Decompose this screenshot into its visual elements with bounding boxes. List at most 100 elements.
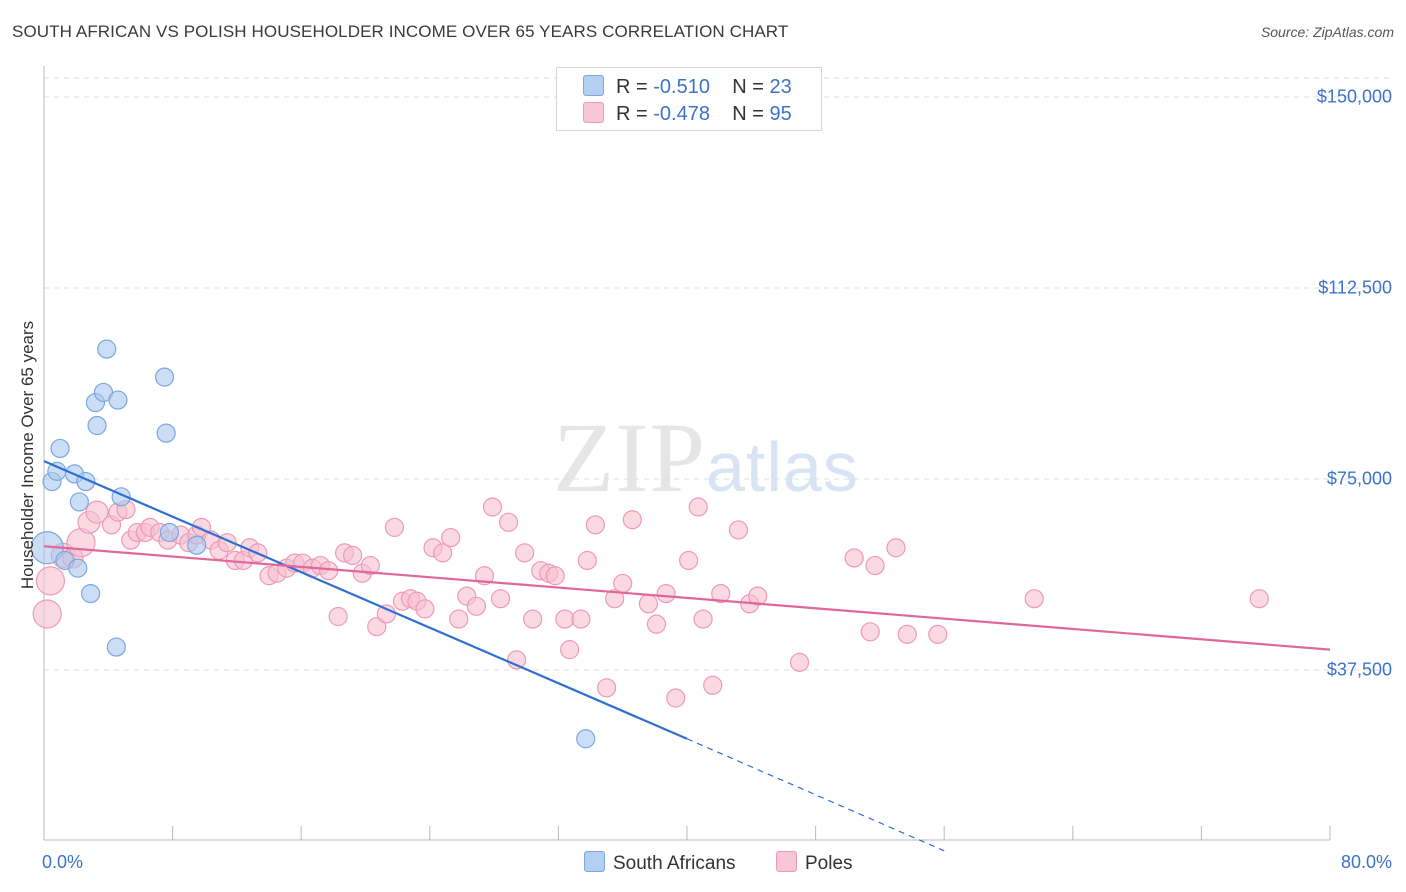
poles-points [32, 497, 1269, 708]
poles-point [545, 566, 565, 586]
poles-point [865, 555, 885, 576]
source-label: Source: ZipAtlas.com [1260, 24, 1394, 40]
watermark: ZIPatlas [553, 400, 859, 515]
poles-point [646, 614, 667, 634]
poles-point [679, 550, 699, 571]
x-tick-min: 0.0% [42, 852, 84, 872]
poles-point [515, 543, 535, 563]
pink-swatch-icon [583, 102, 604, 123]
poles-point [498, 512, 519, 532]
trend-lines [43, 460, 1331, 852]
poles-point [376, 604, 396, 624]
poles-point [622, 510, 642, 530]
south-africans-point [50, 438, 70, 459]
south-africans-point [156, 423, 176, 443]
poles-point [555, 609, 575, 629]
poles-point [577, 550, 597, 571]
poles-point [384, 517, 405, 537]
poles-point [666, 688, 686, 708]
south-africans-trend-extension [686, 738, 945, 852]
y-tick-label: $75,000 [1326, 468, 1392, 489]
poles-point [605, 589, 625, 609]
poles-point [35, 566, 66, 596]
poles-point [482, 497, 503, 517]
south-africans-point [69, 492, 89, 512]
poles-point [860, 622, 880, 642]
poles-point [490, 589, 511, 609]
poles-point [360, 555, 380, 576]
south-africans-point [106, 637, 126, 657]
watermark-atlas: atlas [706, 428, 859, 506]
poles-point [585, 515, 605, 535]
south-africans-point [108, 390, 128, 410]
poles-point [897, 624, 917, 644]
y-axis-label: Householder Income Over 65 years [18, 320, 37, 590]
poles-point [844, 548, 864, 568]
grid-lines [44, 77, 1394, 671]
y-tick-label: $150,000 [1316, 86, 1392, 107]
r-label: R = [616, 76, 648, 98]
poles-trend-line [43, 545, 1331, 651]
blue-swatch-icon [584, 851, 605, 872]
poles-point [560, 640, 580, 660]
poles-point [928, 624, 948, 644]
south-africans-point [97, 339, 117, 359]
x-tick-max: 80.0% [1340, 852, 1392, 872]
poles-point [597, 678, 617, 698]
south-africans-point [187, 535, 207, 555]
poles-point [449, 609, 469, 629]
poles-point [711, 583, 731, 604]
south-africans-point [81, 583, 101, 604]
poles-point [886, 538, 906, 558]
south-africans-point [576, 729, 596, 749]
south-africans-points [30, 339, 596, 749]
poles-point [1249, 589, 1269, 609]
r-label: R = [616, 103, 648, 125]
south-africans-point [159, 522, 179, 543]
south-africans-trend-line [43, 460, 688, 740]
poles-point [613, 573, 633, 594]
poles-point [441, 527, 461, 548]
blue-swatch-icon [583, 75, 604, 96]
poles-point [748, 586, 768, 606]
watermark-zip: ZIP [553, 402, 706, 513]
south-africans-point [87, 415, 107, 436]
poles-point [656, 583, 676, 604]
poles-point [688, 497, 708, 517]
r-value-south-africans: -0.510 [653, 76, 710, 98]
legend-label-south-africans: South Africans [613, 853, 736, 874]
legend-label-poles: Poles [805, 853, 853, 874]
chart-title: SOUTH AFRICAN VS POLISH HOUSEHOLDER INCO… [12, 22, 789, 41]
n-label: N = [732, 103, 764, 125]
poles-point [367, 617, 387, 637]
poles-point [693, 609, 713, 629]
y-tick-label: $37,500 [1326, 659, 1392, 680]
poles-point [85, 500, 109, 524]
r-value-poles: -0.478 [653, 103, 710, 125]
axes [43, 66, 1331, 841]
poles-point [703, 675, 723, 695]
legend-row-south-africans: R = -0.510 N = 23 [583, 75, 792, 99]
poles-point [1024, 589, 1044, 609]
poles-point [415, 599, 435, 619]
poles-point [638, 594, 659, 614]
legend-item-south-africans[interactable]: South Africans [584, 851, 736, 875]
n-label: N = [732, 76, 764, 98]
poles-point [523, 609, 543, 629]
poles-point [343, 545, 363, 566]
poles-point [433, 543, 453, 563]
poles-point [789, 652, 810, 672]
south-africans-point [154, 367, 175, 387]
poles-point [728, 520, 749, 540]
legend-row-poles: R = -0.478 N = 95 [583, 102, 792, 126]
correlation-legend: R = -0.510 N = 23 R = -0.478 N = 95 [556, 67, 822, 131]
legend-item-poles[interactable]: Poles [776, 851, 853, 875]
poles-point [32, 599, 62, 629]
n-value-poles: 95 [769, 103, 792, 125]
south-africans-point [68, 558, 88, 578]
poles-point [328, 606, 348, 627]
pink-swatch-icon [776, 851, 797, 872]
y-tick-label: $112,500 [1318, 277, 1392, 298]
n-value-south-africans: 23 [769, 76, 792, 98]
